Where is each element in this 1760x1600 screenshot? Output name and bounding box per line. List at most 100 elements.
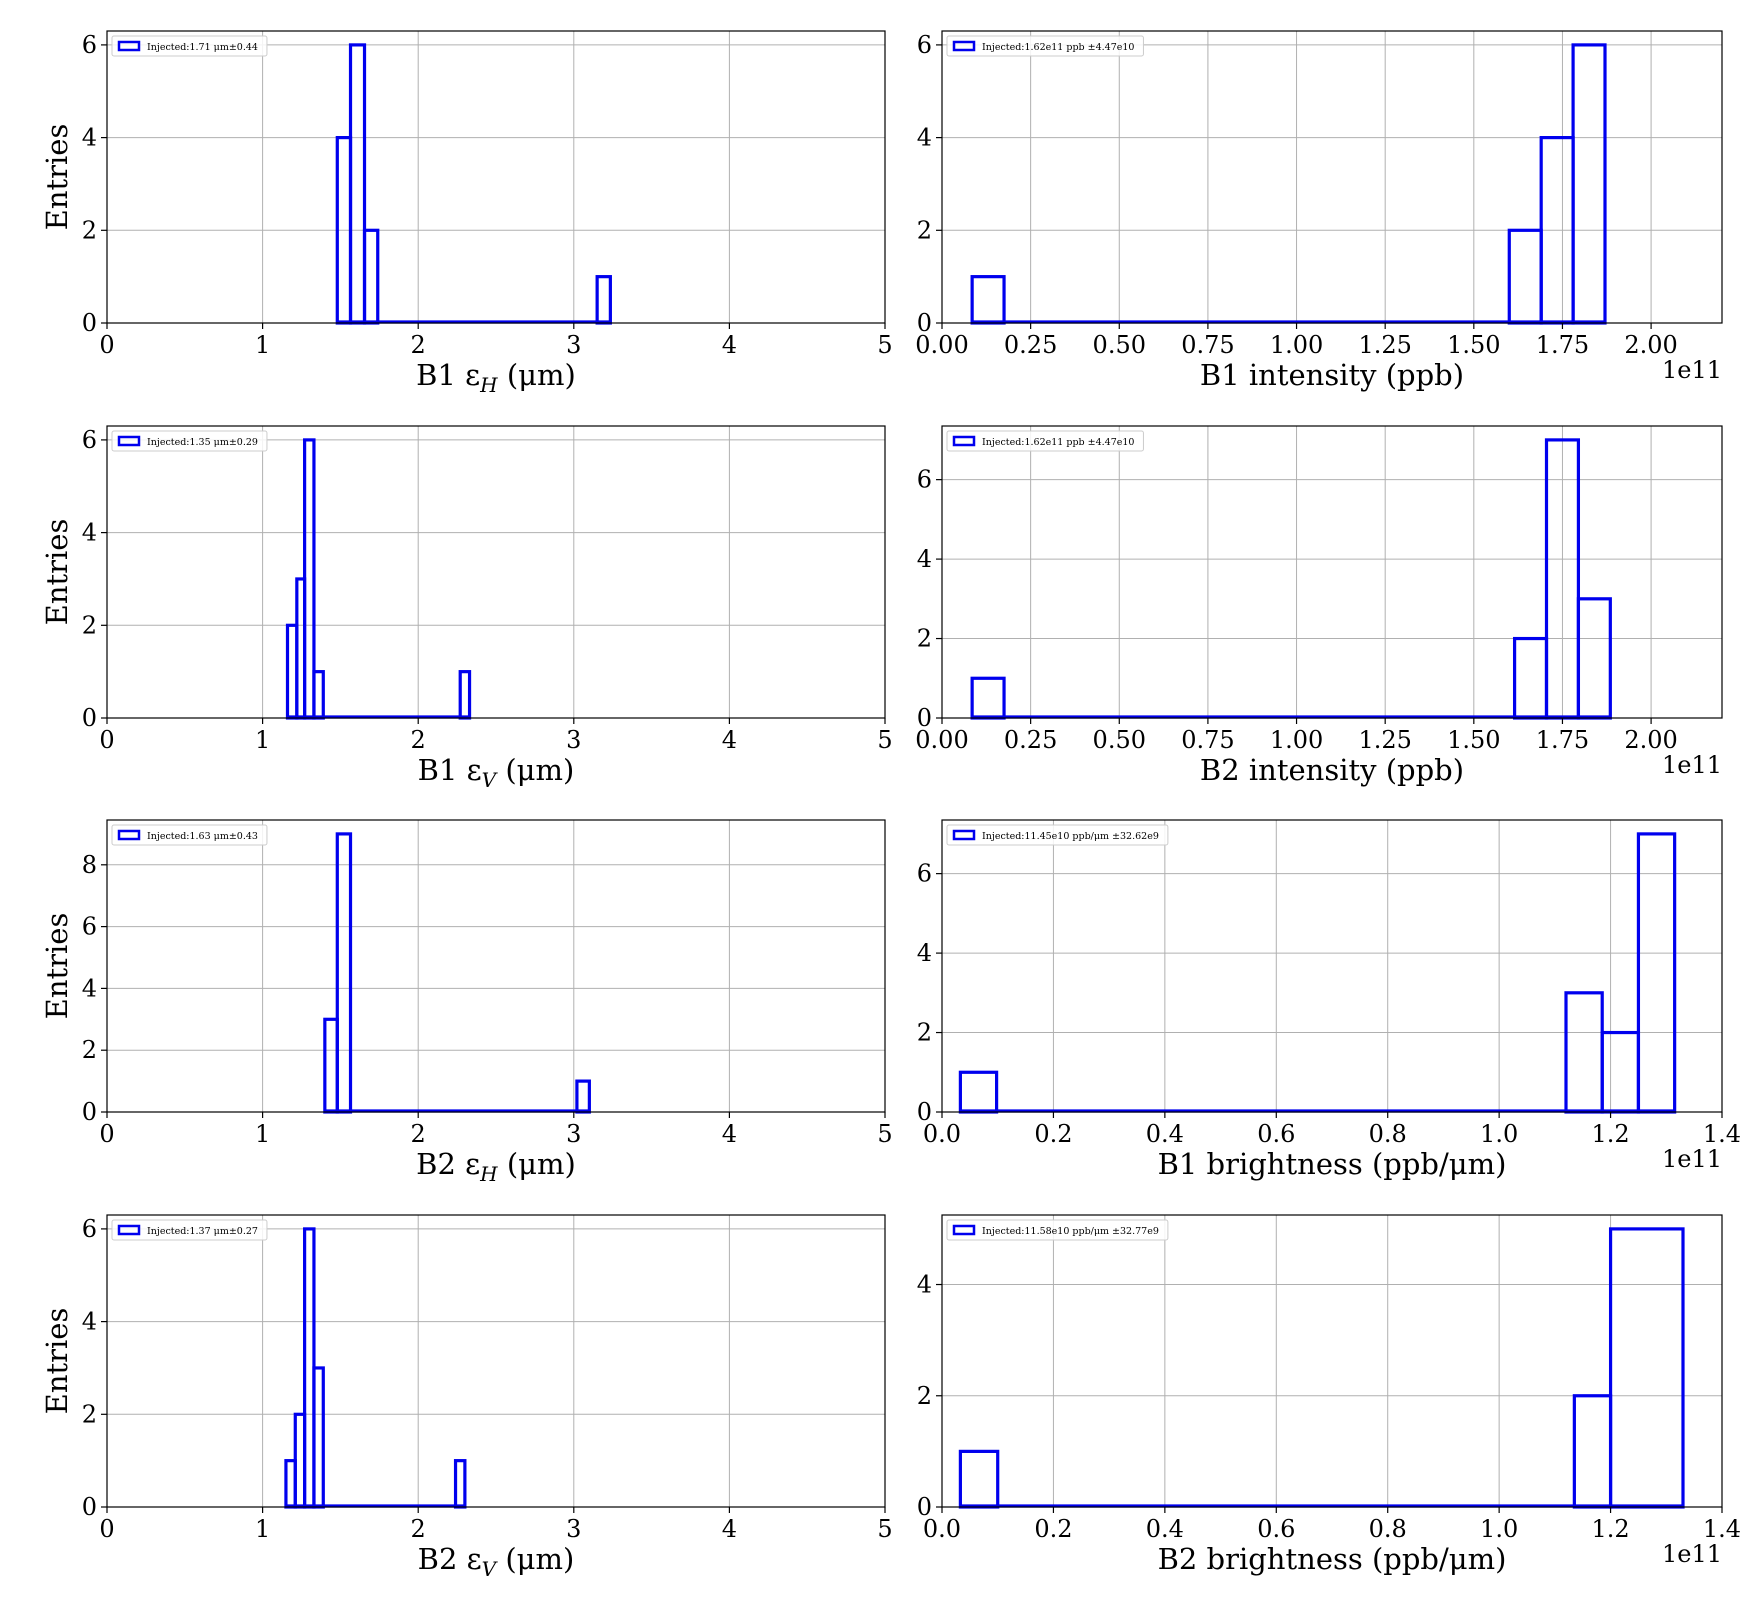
histogram-bar <box>1507 228 1543 325</box>
legend-label: Injected:1.62e11 ppb ±4.47e10 <box>982 437 1134 448</box>
legend: Injected:11.45e10 ppb/μm ±32.62e9 <box>946 824 1169 846</box>
histogram-bar <box>1576 597 1612 720</box>
x-tick-label: 3 <box>566 726 581 754</box>
y-tick-label: 0 <box>82 704 97 732</box>
histogram-panel: 0 1 2 3 4 5 0 2 4 6 8 B2 εH (μm) Entries Injected:1.6… <box>40 819 893 1186</box>
x-tick-label: 5 <box>877 1120 892 1148</box>
y-axis-label: Entries <box>40 519 74 626</box>
x-tick-label: 0.2 <box>1034 1120 1072 1148</box>
x-tick-label: 0.75 <box>1181 726 1234 754</box>
legend-swatch <box>117 1224 141 1236</box>
axes-frame <box>106 425 886 719</box>
legend: Injected:1.63 μm±0.43 <box>111 824 268 846</box>
x-tick-label: 1 <box>255 331 270 359</box>
histogram-bars <box>958 832 1677 1114</box>
histogram-bar <box>970 676 1006 720</box>
y-tick-label: 4 <box>917 124 932 152</box>
axes-frame <box>941 819 1723 1113</box>
x-axis-offset-label: 1e11 <box>1662 1540 1722 1568</box>
histogram-panel: 0 1 2 3 4 5 0 2 4 6 B2 εV (μm) Entries Injected:1.37… <box>40 1214 893 1581</box>
legend: Injected:1.35 μm±0.29 <box>111 430 268 452</box>
x-axis-label: B1 intensity (ppb) <box>1200 358 1464 392</box>
legend-box <box>111 430 268 452</box>
x-tick-label: 1 <box>255 1120 270 1148</box>
x-tick-label: 0 <box>99 1120 114 1148</box>
x-tick-label: 3 <box>566 331 581 359</box>
legend: Injected:1.62e11 ppb ±4.47e10 <box>946 430 1144 452</box>
x-tick-label: 4 <box>722 726 737 754</box>
histogram-bar <box>1564 991 1604 1114</box>
legend-box <box>111 824 268 846</box>
histogram-bar <box>1512 636 1549 720</box>
x-axis-label: B2 brightness (ppb/μm) <box>1158 1542 1507 1576</box>
histogram-bar <box>312 1366 325 1509</box>
legend: Injected:11.58e10 ppb/μm ±32.77e9 <box>946 1219 1169 1241</box>
x-tick-label: 0.6 <box>1257 1515 1295 1543</box>
x-tick-label: 0.4 <box>1146 1120 1184 1148</box>
histogram-bar <box>335 832 353 1114</box>
axes-frame <box>106 30 886 324</box>
x-tick-label: 0 <box>99 1515 114 1543</box>
histogram-bars <box>958 1227 1685 1509</box>
x-tick-label: 1.4 <box>1703 1515 1741 1543</box>
y-tick-label: 4 <box>82 974 97 1002</box>
legend-swatch <box>952 435 976 447</box>
legend-swatch <box>117 435 141 447</box>
legend-label: Injected:11.58e10 ppb/μm ±32.77e9 <box>982 1226 1159 1237</box>
y-tick-label: 2 <box>82 1400 97 1428</box>
x-axis-label: B2 εH (μm) <box>416 1147 576 1186</box>
axes-frame <box>941 425 1723 719</box>
x-tick-label: 0.6 <box>1257 1120 1295 1148</box>
x-tick-label: 1.75 <box>1536 726 1589 754</box>
x-tick-label: 1.50 <box>1447 331 1500 359</box>
x-axis-label: B1 brightness (ppb/μm) <box>1158 1147 1507 1181</box>
histogram-bar <box>575 1079 591 1114</box>
histogram-bar <box>362 228 380 325</box>
legend-box <box>946 35 1144 57</box>
axes-frame <box>106 1214 886 1508</box>
x-tick-label: 2 <box>411 1515 426 1543</box>
x-tick-label: 0.2 <box>1034 1515 1072 1543</box>
legend-swatch <box>952 40 976 52</box>
histogram-bar <box>958 1070 999 1114</box>
histogram-bars <box>970 43 1607 325</box>
x-tick-label: 0.75 <box>1181 331 1234 359</box>
legend-swatch <box>117 40 141 52</box>
legend-label: Injected:1.71 μm±0.44 <box>147 42 258 53</box>
x-tick-label: 0.8 <box>1369 1120 1407 1148</box>
x-tick-label: 0.50 <box>1093 726 1146 754</box>
histogram-bar <box>348 43 367 325</box>
y-tick-label: 6 <box>917 31 932 59</box>
y-tick-label: 6 <box>917 860 932 888</box>
legend-label: Injected:1.37 μm±0.27 <box>147 1226 258 1237</box>
y-tick-label: 0 <box>917 309 932 337</box>
histogram-bar <box>958 1449 1000 1509</box>
histogram-bar <box>458 670 472 720</box>
legend-label: Injected:1.63 μm±0.43 <box>147 831 258 842</box>
histogram-bars <box>970 438 1612 720</box>
x-tick-label: 0 <box>99 331 114 359</box>
histogram-bar <box>970 275 1006 325</box>
x-tick-label: 5 <box>877 1515 892 1543</box>
legend-swatch <box>117 829 141 841</box>
legend-box <box>111 35 268 57</box>
y-tick-label: 4 <box>917 939 932 967</box>
y-tick-label: 2 <box>917 1382 932 1410</box>
histogram-bar <box>1600 1030 1641 1114</box>
y-axis-label: Entries <box>40 124 74 231</box>
histogram-bar <box>1608 1227 1685 1509</box>
histogram-bar <box>595 275 612 325</box>
y-tick-label: 6 <box>82 913 97 941</box>
x-tick-label: 1.00 <box>1270 331 1323 359</box>
x-tick-label: 1.00 <box>1270 726 1323 754</box>
x-tick-label: 2 <box>411 726 426 754</box>
histogram-bars <box>323 832 591 1114</box>
x-tick-label: 1 <box>255 726 270 754</box>
x-tick-label: 4 <box>722 1515 737 1543</box>
y-tick-label: 0 <box>917 1493 932 1521</box>
x-tick-label: 4 <box>722 331 737 359</box>
x-tick-label: 2 <box>411 331 426 359</box>
axes-frame <box>941 1214 1723 1508</box>
histogram-bar <box>312 670 325 720</box>
legend-box <box>946 430 1144 452</box>
